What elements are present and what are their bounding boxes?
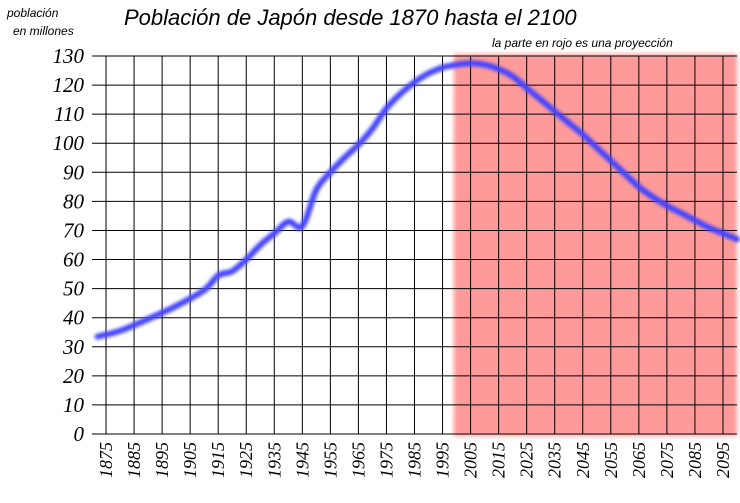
y-tick-label: 100 (53, 131, 85, 155)
y-axis-label-line-1: población (6, 6, 59, 20)
chart-subtitle: la parte en rojo es una proyección (492, 36, 673, 50)
x-tick-label: 1935 (264, 442, 284, 478)
x-tick-label: 1975 (376, 442, 396, 478)
x-tick-label: 2045 (573, 442, 593, 478)
x-tick-label: 1985 (405, 442, 425, 478)
y-tick-label: 0 (74, 422, 85, 446)
x-tick-label: 2055 (601, 442, 621, 478)
chart-title: Población de Japón desde 1870 hasta el 2… (124, 5, 577, 30)
x-tick-label: 1895 (152, 442, 172, 478)
y-axis-label-line-2: en millones (13, 24, 74, 38)
x-tick-label: 2075 (657, 442, 677, 478)
x-tick-label: 1955 (320, 442, 340, 478)
x-tick-label: 1905 (180, 442, 200, 478)
x-tick-label: 2035 (545, 442, 565, 478)
y-tick-label: 90 (63, 160, 85, 184)
y-tick-label: 30 (62, 335, 85, 359)
y-tick-label: 40 (63, 306, 85, 330)
x-tick-label: 1885 (124, 442, 144, 478)
x-tick-label: 2065 (629, 442, 649, 478)
x-tick-label: 2025 (517, 442, 537, 478)
x-tick-label: 2085 (685, 442, 705, 478)
y-tick-label: 80 (63, 189, 85, 213)
x-tick-label: 1875 (96, 442, 116, 478)
population-series-line (94, 60, 740, 340)
projection-region (453, 54, 737, 436)
y-tick-label: 120 (53, 73, 85, 97)
y-tick-label: 110 (54, 102, 84, 126)
x-tick-label: 1915 (208, 442, 228, 478)
y-tick-label: 60 (63, 248, 85, 272)
x-tick-label: 2015 (489, 442, 509, 478)
x-tick-label: 1945 (292, 442, 312, 478)
x-tick-label: 1995 (433, 442, 453, 478)
y-tick-label: 20 (63, 364, 85, 388)
x-tick-label: 2095 (713, 442, 733, 478)
x-tick-label: 1925 (236, 442, 256, 478)
y-tick-label: 70 (63, 218, 85, 242)
y-tick-label: 10 (63, 393, 85, 417)
x-tick-label: 2005 (461, 442, 481, 478)
y-tick-label: 130 (53, 44, 85, 68)
x-tick-label: 1965 (348, 442, 368, 478)
y-tick-label: 50 (63, 277, 85, 301)
